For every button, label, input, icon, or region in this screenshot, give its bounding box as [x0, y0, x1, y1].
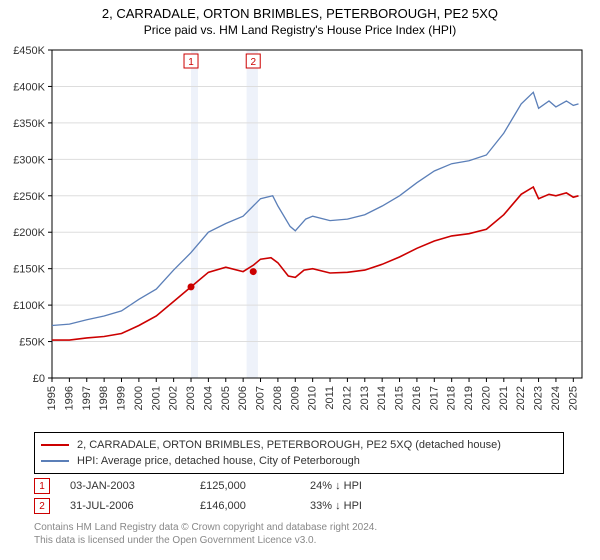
- svg-text:2005: 2005: [220, 386, 232, 410]
- svg-text:2012: 2012: [341, 386, 353, 410]
- legend-label: 2, CARRADALE, ORTON BRIMBLES, PETERBOROU…: [77, 439, 501, 451]
- sales-table: 1 03-JAN-2003 £125,000 24% ↓ HPI 2 31-JU…: [34, 476, 564, 516]
- svg-text:1996: 1996: [63, 386, 75, 410]
- sale-delta: 24% ↓ HPI: [310, 480, 430, 492]
- svg-text:1998: 1998: [98, 386, 110, 410]
- footer: Contains HM Land Registry data © Crown c…: [34, 522, 574, 547]
- chart-container: 2, CARRADALE, ORTON BRIMBLES, PETERBOROU…: [0, 0, 600, 560]
- legend-swatch: [41, 460, 69, 462]
- footer-line: Contains HM Land Registry data © Crown c…: [34, 522, 574, 535]
- svg-text:2011: 2011: [324, 386, 336, 410]
- chart-area: £0 £50K £100K £150K £200K £250K £300K £350K £400…: [0, 44, 600, 424]
- svg-text:£400K: £400K: [13, 81, 45, 93]
- svg-text:2002: 2002: [168, 386, 180, 410]
- svg-text:2018: 2018: [446, 386, 458, 410]
- sale-price: £125,000: [200, 480, 310, 492]
- svg-text:£450K: £450K: [13, 45, 45, 57]
- svg-text:£300K: £300K: [13, 154, 45, 166]
- svg-text:2003: 2003: [185, 386, 197, 410]
- svg-text:£0: £0: [33, 373, 45, 385]
- svg-text:1997: 1997: [81, 386, 93, 410]
- svg-text:2023: 2023: [533, 386, 545, 410]
- svg-text:2014: 2014: [376, 386, 388, 410]
- svg-text:£100K: £100K: [13, 300, 45, 312]
- subtitle: Price paid vs. HM Land Registry's House …: [0, 23, 600, 37]
- address-title: 2, CARRADALE, ORTON BRIMBLES, PETERBOROU…: [0, 6, 600, 21]
- sale-row: 1 03-JAN-2003 £125,000 24% ↓ HPI: [34, 476, 564, 496]
- svg-text:2021: 2021: [498, 386, 510, 410]
- svg-text:1999: 1999: [116, 386, 128, 410]
- line-chart: £0 £50K £100K £150K £200K £250K £300K £350K £400…: [0, 44, 600, 424]
- svg-text:2: 2: [250, 57, 256, 68]
- svg-text:2025: 2025: [567, 386, 579, 410]
- svg-text:2010: 2010: [307, 386, 319, 410]
- svg-text:2000: 2000: [133, 386, 145, 410]
- svg-text:2009: 2009: [289, 386, 301, 410]
- svg-text:2016: 2016: [411, 386, 423, 410]
- svg-text:1: 1: [188, 57, 194, 68]
- svg-text:£200K: £200K: [13, 227, 45, 239]
- svg-text:2017: 2017: [428, 386, 440, 410]
- svg-text:£250K: £250K: [13, 191, 45, 203]
- svg-text:£50K: £50K: [19, 337, 45, 349]
- svg-text:£350K: £350K: [13, 118, 45, 130]
- sale-marker-icon: 1: [34, 478, 50, 494]
- sale-date: 31-JUL-2006: [70, 500, 200, 512]
- svg-text:2006: 2006: [237, 386, 249, 410]
- svg-text:£150K: £150K: [13, 264, 45, 276]
- svg-text:2007: 2007: [255, 386, 267, 410]
- svg-text:2004: 2004: [202, 386, 214, 410]
- sale-date: 03-JAN-2003: [70, 480, 200, 492]
- svg-text:2020: 2020: [480, 386, 492, 410]
- svg-text:2024: 2024: [550, 386, 562, 410]
- svg-text:2019: 2019: [463, 386, 475, 410]
- svg-text:2022: 2022: [515, 386, 527, 410]
- footer-line: This data is licensed under the Open Gov…: [34, 535, 574, 548]
- svg-text:1995: 1995: [46, 386, 58, 410]
- sale-delta: 33% ↓ HPI: [310, 500, 430, 512]
- svg-text:2013: 2013: [359, 386, 371, 410]
- sale-marker-icon: 2: [34, 498, 50, 514]
- legend-item: 2, CARRADALE, ORTON BRIMBLES, PETERBOROU…: [41, 437, 557, 453]
- sale-row: 2 31-JUL-2006 £146,000 33% ↓ HPI: [34, 496, 564, 516]
- svg-text:2001: 2001: [150, 386, 162, 410]
- legend-item: HPI: Average price, detached house, City…: [41, 453, 557, 469]
- titles: 2, CARRADALE, ORTON BRIMBLES, PETERBOROU…: [0, 0, 600, 37]
- sale-price: £146,000: [200, 500, 310, 512]
- svg-text:2008: 2008: [272, 386, 284, 410]
- svg-text:2015: 2015: [394, 386, 406, 410]
- legend-label: HPI: Average price, detached house, City…: [77, 455, 360, 467]
- legend-swatch: [41, 444, 69, 446]
- legend: 2, CARRADALE, ORTON BRIMBLES, PETERBOROU…: [34, 432, 564, 474]
